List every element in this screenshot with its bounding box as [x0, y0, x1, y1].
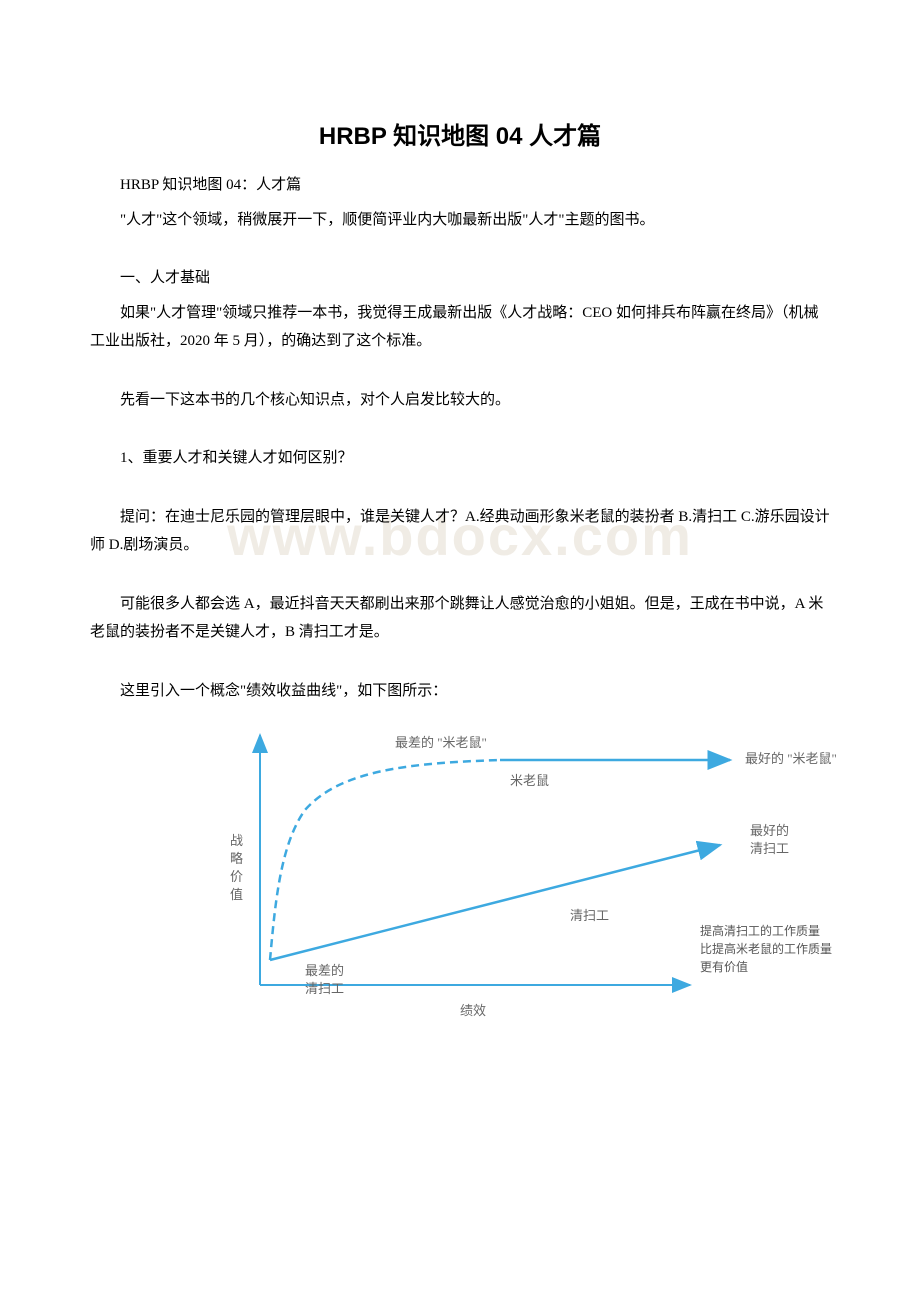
label-worst-mickey: 最差的 "米老鼠"	[395, 735, 487, 750]
paragraph: "人才"这个领域，稍微展开一下，顺便简评业内大咖最新出版"人才"主题的图书。	[90, 206, 830, 235]
spacer	[90, 653, 830, 671]
spacer	[90, 362, 830, 380]
document-page: HRBP 知识地图 04 人才篇 HRBP 知识地图 04：人才篇 "人才"这个…	[0, 0, 920, 1085]
performance-curve-chart: 战 略 价 值 绩效 最差的 "米老鼠" 最好的 "米老鼠" 米老鼠 最好的 清…	[210, 725, 850, 1025]
label-note-1: 提高清扫工的工作质量	[700, 923, 820, 938]
x-axis-label: 绩效	[460, 1003, 486, 1018]
label-best-cleaner-2: 清扫工	[750, 841, 789, 856]
label-best-cleaner-1: 最好的	[750, 823, 789, 838]
label-cleaner: 清扫工	[570, 908, 609, 923]
paragraph: 提问：在迪士尼乐园的管理层眼中，谁是关键人才？A.经典动画形象米老鼠的装扮者 B…	[90, 503, 830, 560]
label-note-2: 比提高米老鼠的工作质量	[700, 941, 832, 956]
spacer	[90, 420, 830, 438]
paragraph: 这里引入一个概念"绩效收益曲线"，如下图所示：	[90, 677, 830, 706]
y-axis-label: 战	[230, 833, 243, 848]
spacer	[90, 479, 830, 497]
paragraph: 先看一下这本书的几个核心知识点，对个人启发比较大的。	[90, 386, 830, 415]
cleaner-line	[270, 845, 720, 960]
paragraph: 1、重要人才和关键人才如何区别？	[90, 444, 830, 473]
paragraph: HRBP 知识地图 04：人才篇	[90, 171, 830, 200]
label-worst-cleaner-1: 最差的	[305, 963, 344, 978]
paragraph: 可能很多人都会选 A，最近抖音天天都刷出来那个跳舞让人感觉治愈的小姐姐。但是，王…	[90, 590, 830, 647]
paragraph: 如果"人才管理"领域只推荐一本书，我觉得王成最新出版《人才战略：CEO 如何排兵…	[90, 299, 830, 356]
label-best-mickey: 最好的 "米老鼠"	[745, 751, 837, 766]
section-heading: 一、人才基础	[90, 264, 830, 293]
y-axis-label: 值	[230, 887, 243, 902]
spacer	[90, 240, 830, 258]
y-axis-label: 略	[230, 851, 243, 866]
label-worst-cleaner-2: 清扫工	[305, 981, 344, 996]
chart-svg: 战 略 价 值 绩效 最差的 "米老鼠" 最好的 "米老鼠" 米老鼠 最好的 清…	[210, 725, 850, 1025]
spacer	[90, 566, 830, 584]
page-title: HRBP 知识地图 04 人才篇	[90, 116, 830, 151]
label-mickey: 米老鼠	[510, 773, 549, 788]
watermark-section: www.bdocx.com 提问：在迪士尼乐园的管理层眼中，谁是关键人才？A.经…	[90, 503, 830, 560]
y-axis-label: 价	[230, 869, 243, 884]
label-note-3: 更有价值	[700, 959, 748, 974]
